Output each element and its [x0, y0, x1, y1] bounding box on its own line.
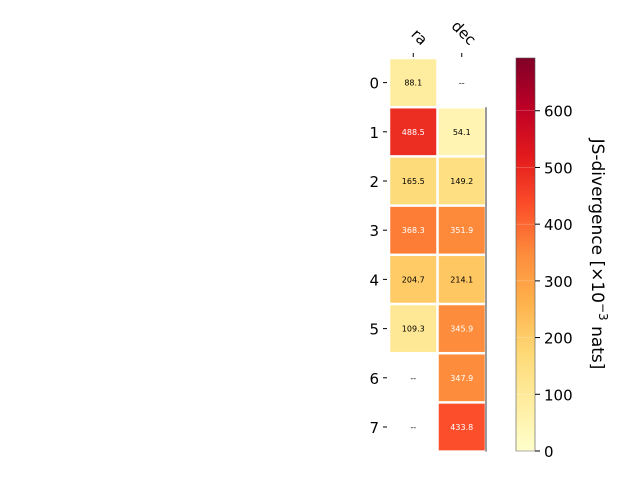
heatmap-cell [390, 256, 437, 303]
cell-value-label: 109.3 [402, 325, 425, 334]
heatmap-cell [438, 108, 485, 156]
heatmap-cell [390, 206, 437, 254]
cell-value-label: 214.1 [450, 275, 473, 284]
missing-cell-label: -- [459, 79, 465, 88]
heatmap-cell [438, 157, 485, 205]
cell-value-label: 368.3 [402, 226, 425, 235]
column-tick-labels: ra dec [408, 17, 480, 57]
colorbar-tick-label: 100 [544, 386, 573, 404]
missing-cell-label: -- [410, 423, 416, 432]
colorbar-tick-label: 600 [544, 103, 573, 121]
row-tick-label: 7 [369, 419, 379, 437]
heatmap-cell [438, 206, 485, 254]
row-tick-label: 4 [369, 271, 379, 289]
colorbar-ticks: 0 100 200 300 400 500 600 [516, 103, 573, 461]
heatmap-cell [438, 403, 485, 451]
heatmap-cell [438, 256, 485, 303]
row-tick-label: 1 [369, 124, 379, 142]
row-tick-labels: 0 1 2 3 4 5 6 7 [369, 75, 387, 437]
row-tick-label: 2 [369, 173, 379, 191]
cell-value-label: 54.1 [453, 128, 471, 137]
colorbar-label: JS-divergence [×10−3 nats] [587, 138, 610, 370]
heatmap-grid: 88.1 -- 488.5 54.1 165.5 149.2 368.3 351.9 204.7… [390, 59, 487, 452]
cell-value-label: 149.2 [450, 177, 473, 186]
heatmap-cell [390, 157, 437, 205]
colorbar-tick-label: 0 [544, 443, 554, 461]
heatmap-cell [390, 305, 437, 352]
column-tick-label: dec [448, 17, 480, 49]
row-tick-label: 6 [369, 370, 379, 388]
heatmap-cell [390, 108, 437, 156]
missing-cell-label: -- [410, 374, 416, 383]
row-tick-label: 5 [369, 321, 379, 339]
cell-value-label: 488.5 [402, 128, 425, 137]
colorbar-gradient [515, 57, 536, 452]
cell-value-label: 165.5 [402, 177, 425, 186]
heatmap-cell [438, 305, 485, 352]
heatmap-cell [390, 59, 437, 106]
colorbar [515, 57, 536, 452]
cell-value-label: 433.8 [450, 423, 473, 432]
cell-value-label: 345.9 [450, 325, 473, 334]
cell-value-label: 351.9 [450, 226, 473, 235]
cell-value-label: 347.9 [450, 374, 473, 383]
cell-value-label: 88.1 [404, 79, 422, 88]
colorbar-tick-label: 300 [544, 273, 573, 291]
colorbar-tick-label: 200 [544, 330, 573, 348]
row-tick-label: 0 [369, 75, 379, 93]
heatmap-cell [438, 354, 485, 402]
colorbar-tick-label: 400 [544, 216, 573, 234]
cell-value-label: 204.7 [402, 275, 425, 284]
column-tick-label: ra [408, 25, 432, 49]
colorbar-tick-label: 500 [544, 159, 573, 177]
row-tick-label: 3 [369, 222, 379, 240]
